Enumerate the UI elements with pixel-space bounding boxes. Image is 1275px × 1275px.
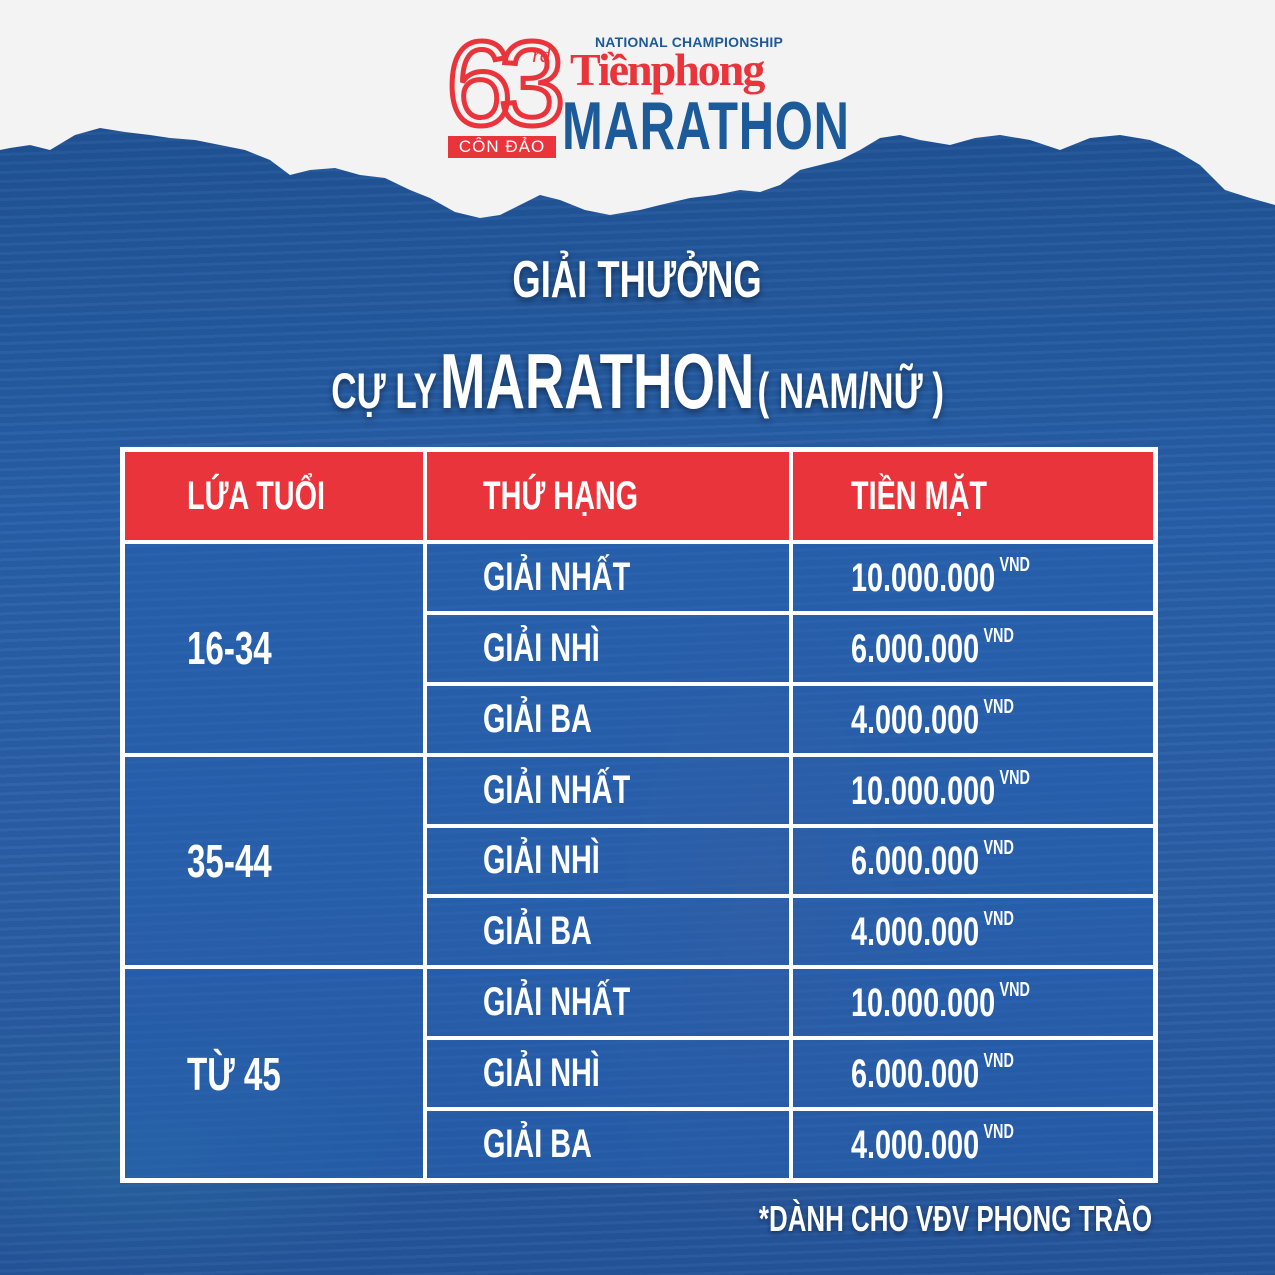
table-header-row: LỨA TUỔI THỨ HẠNG TIỀN MẶT bbox=[120, 447, 1158, 544]
rank-cell: GIẢI BA bbox=[422, 894, 793, 970]
prize-table: LỨA TUỔI THỨ HẠNG TIỀN MẶT 16-34 GIẢI NH… bbox=[120, 447, 1158, 1183]
currency-label: VND bbox=[998, 766, 1030, 789]
heading-main: MARATHON bbox=[439, 337, 755, 425]
amount-cell: 10.000.000 VND bbox=[788, 965, 1158, 1041]
amount-cell: 4.000.000 VND bbox=[788, 1107, 1158, 1183]
rank-cell: GIẢI BA bbox=[422, 681, 793, 757]
table-row: 35-44 GIẢI NHẤT 10.000.000 VND bbox=[120, 752, 1158, 970]
logo-brand: Tiềnphong bbox=[570, 44, 765, 95]
currency-label: VND bbox=[998, 979, 1030, 1002]
heading-suffix: ( NAM/NỮ ) bbox=[757, 363, 944, 419]
table-row: GIẢI NHÌ 6.000.000 VND bbox=[123, 1036, 1158, 1111]
amount-cell: 10.000.000 VND bbox=[788, 540, 1158, 615]
table-row: GIẢI BA 4.000.000 VND bbox=[123, 681, 1158, 757]
header-age-group: LỨA TUỔI bbox=[120, 447, 427, 544]
edition-suffix: rd bbox=[532, 42, 551, 67]
heading-line-2: CỰ LY MARATHON ( NAM/NỮ ) bbox=[0, 336, 1275, 427]
rank-cell: GIẢI NHẤT bbox=[422, 752, 793, 828]
amount-cell: 6.000.000 VND bbox=[788, 610, 1158, 686]
event-logo: 63 rd CÔN ĐẢO NATIONAL CHAMPIONSHIP Tiền… bbox=[440, 22, 848, 165]
age-group-cell: 35-44 bbox=[120, 752, 427, 970]
table-row: GIẢI NHÌ 6.000.000 VND bbox=[123, 823, 1158, 899]
rank-cell: GIẢI NHẤT bbox=[422, 965, 793, 1041]
amount-cell: 4.000.000 VND bbox=[788, 894, 1158, 970]
currency-label: VND bbox=[982, 837, 1014, 860]
heading-prefix: CỰ LY bbox=[331, 363, 437, 419]
torn-paper-header bbox=[0, 0, 1275, 218]
table-row: GIẢI NHÌ 6.000.000 VND bbox=[123, 610, 1158, 686]
logo-subtitle: NATIONAL CHAMPIONSHIP bbox=[595, 34, 784, 50]
table-row: GIẢI BA 4.000.000 VND bbox=[123, 894, 1158, 970]
currency-label: VND bbox=[982, 695, 1014, 718]
edition-number: 63 bbox=[443, 17, 568, 151]
heading-line-1: GIẢI THƯỞNG bbox=[512, 251, 763, 309]
amount-cell: 6.000.000 VND bbox=[788, 1036, 1158, 1111]
currency-label: VND bbox=[982, 908, 1014, 931]
currency-label: VND bbox=[998, 553, 1030, 576]
table-row: TỪ 45 GIẢI NHẤT 10.000.000 VND bbox=[120, 965, 1158, 1183]
currency-label: VND bbox=[982, 1121, 1014, 1143]
location-badge: CÔN ĐẢO bbox=[448, 136, 556, 158]
amount-cell: 6.000.000 VND bbox=[788, 823, 1158, 899]
age-group-cell: TỪ 45 bbox=[120, 965, 427, 1183]
rank-cell: GIẢI NHÌ bbox=[422, 1036, 793, 1111]
rank-cell: GIẢI NHẤT bbox=[422, 540, 793, 615]
amount-cell: 4.000.000 VND bbox=[788, 681, 1158, 757]
rank-cell: GIẢI NHÌ bbox=[422, 610, 793, 686]
table-row: 16-34 GIẢI NHẤT 10.000.000 VND bbox=[120, 540, 1158, 757]
table-row: GIẢI BA 4.000.000 VND bbox=[123, 1107, 1158, 1183]
rank-cell: GIẢI NHÌ bbox=[422, 823, 793, 899]
rank-cell: GIẢI BA bbox=[422, 1107, 793, 1183]
logo-event: MARATHON bbox=[562, 88, 850, 164]
currency-label: VND bbox=[982, 1050, 1014, 1073]
header-rank: THỨ HẠNG bbox=[422, 447, 793, 544]
amount-cell: 10.000.000 VND bbox=[788, 752, 1158, 828]
currency-label: VND bbox=[982, 624, 1014, 647]
footnote: *DÀNH CHO VĐV PHONG TRÀO bbox=[758, 1198, 1152, 1239]
header-cash: TIỀN MẶT bbox=[788, 447, 1158, 544]
age-group-cell: 16-34 bbox=[120, 540, 427, 757]
